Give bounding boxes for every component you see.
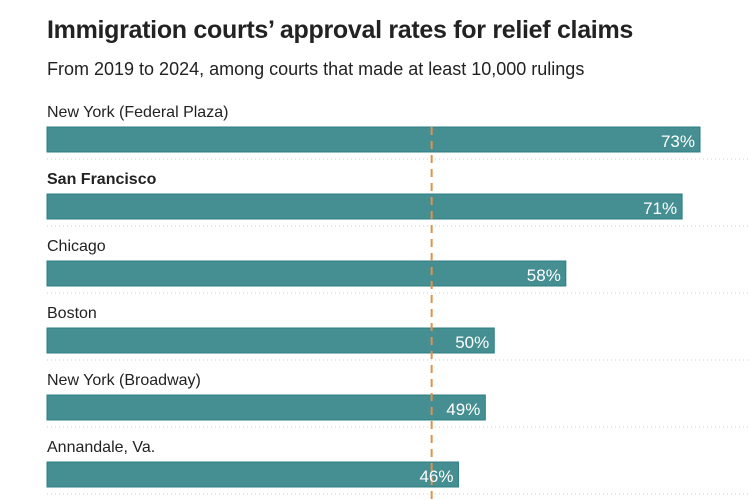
data-label: 71% xyxy=(643,199,677,218)
data-label: 46% xyxy=(419,467,453,486)
category-label: Boston xyxy=(47,305,97,322)
data-label: 50% xyxy=(455,333,489,352)
data-label: 58% xyxy=(527,266,561,285)
bar xyxy=(46,327,495,354)
chart-title: Immigration courts’ approval rates for r… xyxy=(47,16,633,44)
category-label: Chicago xyxy=(47,238,106,255)
category-label: Annandale, Va. xyxy=(47,439,155,456)
category-label: New York (Broadway) xyxy=(47,372,201,389)
chart-subtitle: From 2019 to 2024, among courts that mad… xyxy=(47,59,585,79)
bar xyxy=(46,461,459,488)
bar xyxy=(46,193,683,220)
data-label: 73% xyxy=(661,132,695,151)
bar xyxy=(46,394,486,421)
category-label: San Francisco xyxy=(47,171,157,188)
bar xyxy=(46,126,701,153)
category-label: New York (Federal Plaza) xyxy=(47,104,228,121)
bar xyxy=(46,260,567,287)
data-label: 49% xyxy=(446,400,480,419)
